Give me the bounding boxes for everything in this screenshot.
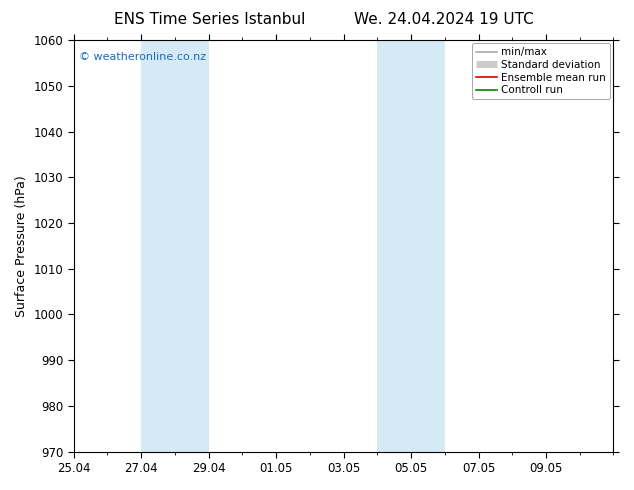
- Text: © weatheronline.co.nz: © weatheronline.co.nz: [79, 52, 206, 63]
- Legend: min/max, Standard deviation, Ensemble mean run, Controll run: min/max, Standard deviation, Ensemble me…: [472, 43, 611, 99]
- Bar: [141, 40, 209, 452]
- Bar: [377, 40, 445, 452]
- Text: We. 24.04.2024 19 UTC: We. 24.04.2024 19 UTC: [354, 12, 534, 27]
- Text: ENS Time Series Istanbul: ENS Time Series Istanbul: [113, 12, 305, 27]
- Y-axis label: Surface Pressure (hPa): Surface Pressure (hPa): [15, 175, 28, 317]
